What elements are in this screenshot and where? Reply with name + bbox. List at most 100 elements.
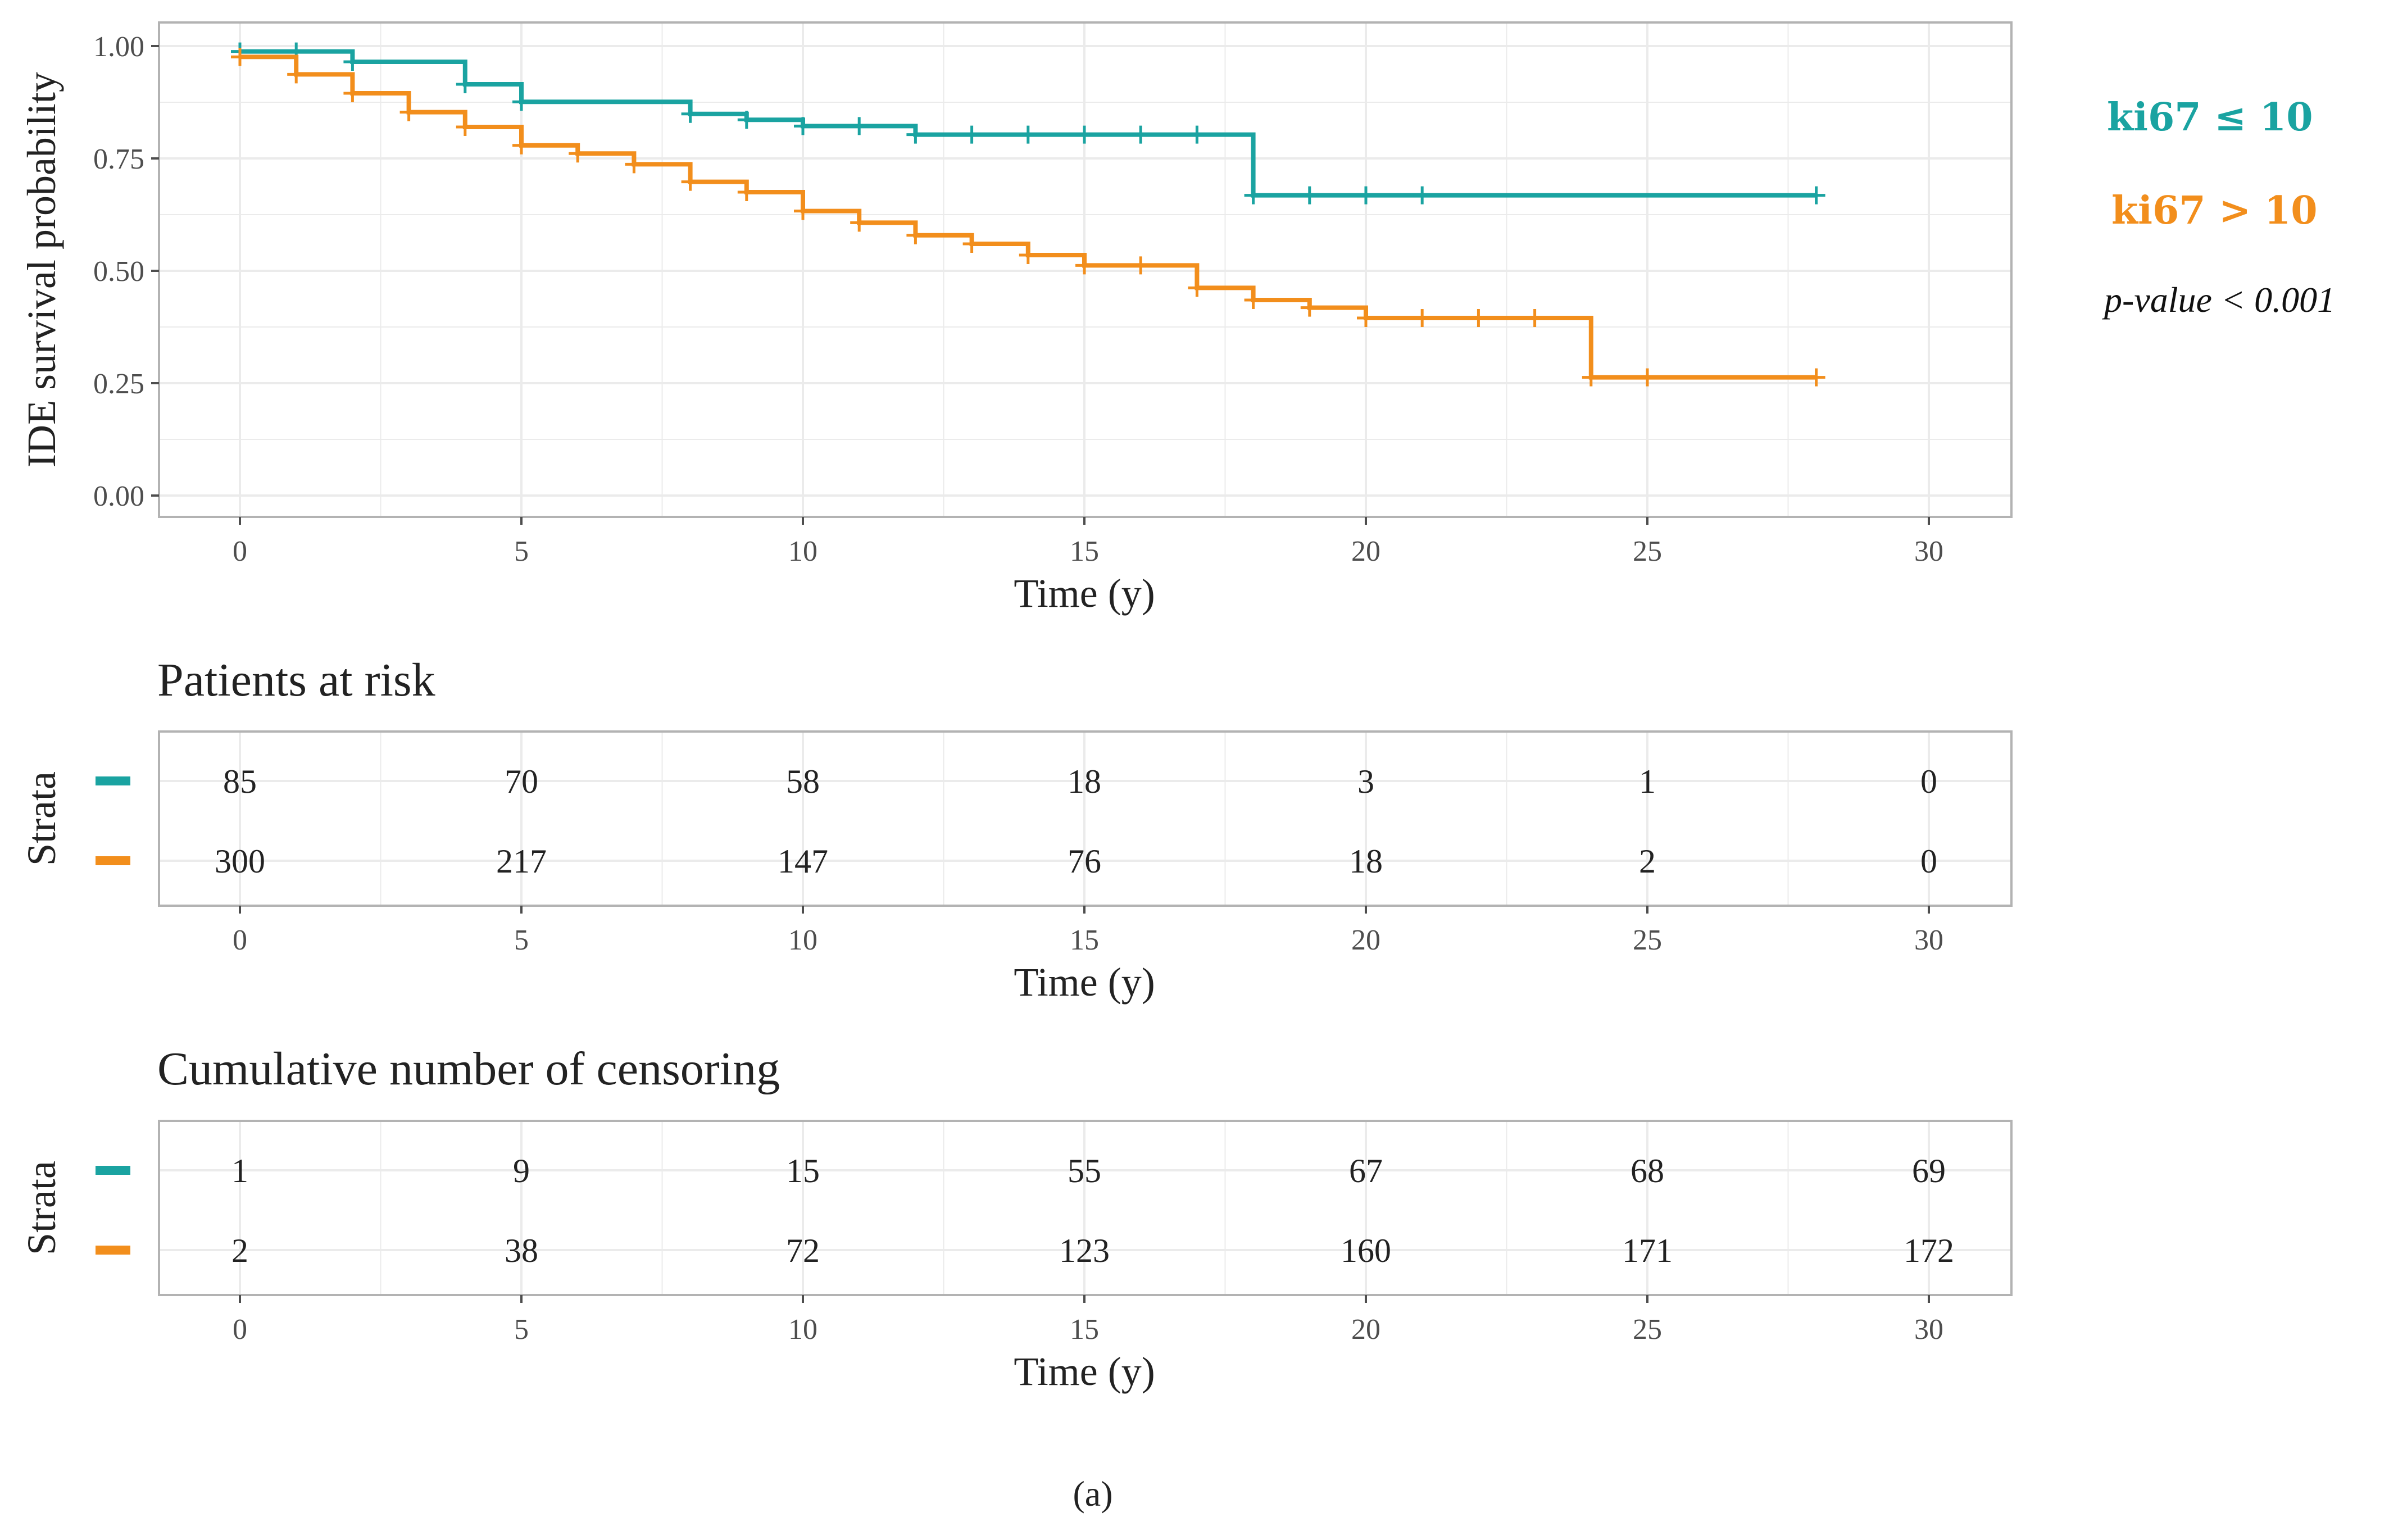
- censor-mark: [343, 53, 362, 71]
- censoring-gridlines: [159, 1121, 2011, 1295]
- cens-x-tick-label: 0: [233, 1314, 247, 1346]
- censor-mark: [456, 75, 474, 93]
- censor-mark: [1807, 186, 1825, 205]
- risk-cell-value: 147: [778, 843, 828, 880]
- censor-mark: [1244, 291, 1262, 309]
- risk-cell-value: 217: [496, 843, 547, 880]
- censor-mark: [287, 65, 306, 84]
- censor-mark: [737, 111, 756, 129]
- risk-cell-value: 2: [1639, 843, 1656, 880]
- censor-mark: [1469, 309, 1488, 327]
- patients-at-risk-title: Patients at risk: [157, 654, 435, 706]
- survival-curve-panel: 0.00 0.25 0.50 0.75 1.00 0 5 10 15 20 25 30 Time (…: [19, 21, 2013, 616]
- risk-cell-value: 0: [1920, 763, 1937, 800]
- risk-x-axis-title: Time (y): [1014, 960, 1155, 1005]
- censor-mark: [794, 117, 812, 135]
- risk-x-tick-label: 25: [1633, 924, 1662, 956]
- survival-y-tick-labels: 0.00 0.25 0.50 0.75 1.00: [93, 31, 159, 512]
- cumulative-censoring-panel: Cumulative number of censoring 1 9 15 55 67 6…: [19, 1043, 2013, 1394]
- strata-color-swatch: [96, 1246, 130, 1255]
- cens-x-tick-label: 25: [1633, 1314, 1662, 1346]
- censoring-x-axis-title: Time (y): [1014, 1349, 1155, 1394]
- cens-x-tick-label: 20: [1351, 1314, 1380, 1346]
- risk-gridlines: [159, 732, 2011, 906]
- risk-x-tick-label: 20: [1351, 924, 1380, 956]
- censor-mark: [1019, 246, 1037, 264]
- survival-curves: [231, 42, 1825, 387]
- censor-mark: [681, 105, 700, 123]
- censor-mark: [1075, 256, 1093, 275]
- survival-x-tick-label: 30: [1914, 535, 1943, 567]
- risk-cell-value: 58: [786, 763, 820, 800]
- censoring-table-values: 1 9 15 55 67 68 69 2 38 72 123 160 171 172: [231, 1152, 1954, 1269]
- censor-mark: [737, 183, 756, 201]
- censor-mark: [1132, 256, 1150, 275]
- risk-cell-value: 3: [1357, 763, 1374, 800]
- survival-x-tick-label: 0: [233, 535, 247, 567]
- censoring-x-tick-labels: 0 5 10 15 20 25 30: [233, 1295, 1943, 1346]
- risk-x-tick-label: 5: [514, 924, 529, 956]
- cens-x-tick-label: 15: [1070, 1314, 1099, 1346]
- censor-mark: [343, 84, 362, 102]
- censor-mark: [1807, 368, 1825, 387]
- survival-y-tick-label: 0.75: [93, 143, 144, 175]
- censor-mark: [1075, 125, 1093, 144]
- survival-y-tick-label: 0.50: [93, 256, 144, 288]
- risk-cell-value: 85: [223, 763, 257, 800]
- risk-strata-swatches: [96, 776, 130, 865]
- survival-y-tick-label: 1.00: [93, 31, 144, 63]
- censor-mark: [625, 155, 643, 174]
- risk-cell-value: 70: [505, 763, 538, 800]
- risk-cell-value: 300: [215, 843, 265, 880]
- risk-cell-value: 76: [1068, 843, 1101, 880]
- censoring-y-axis-title: Strata: [19, 1161, 64, 1255]
- censor-mark: [456, 118, 474, 136]
- cens-cell-value: 123: [1059, 1232, 1110, 1269]
- censor-mark: [906, 226, 925, 244]
- risk-x-tick-labels: 0 5 10 15 20 25 30: [233, 906, 1943, 956]
- censor-mark: [1244, 186, 1262, 205]
- censor-mark: [681, 172, 700, 191]
- censor-mark: [231, 48, 249, 66]
- survival-y-axis-title: IDE survival probability: [19, 72, 64, 467]
- survival-y-tick-label: 0.00: [93, 480, 144, 512]
- censor-mark: [1525, 309, 1544, 327]
- cens-cell-value: 69: [1912, 1152, 1946, 1189]
- censor-mark: [399, 103, 418, 121]
- survival-curve-ki67-high: [240, 54, 1816, 380]
- survival-y-tick-label: 0.25: [93, 368, 144, 400]
- censor-mark: [906, 125, 925, 144]
- survival-x-axis-title: Time (y): [1014, 571, 1155, 616]
- cens-cell-value: 171: [1622, 1232, 1673, 1269]
- strata-color-swatch: [96, 856, 130, 865]
- risk-cell-value: 0: [1920, 843, 1937, 880]
- cens-cell-value: 67: [1349, 1152, 1383, 1189]
- risk-x-tick-label: 10: [788, 924, 818, 956]
- censor-mark: [1300, 186, 1319, 205]
- survival-x-tick-label: 15: [1070, 535, 1099, 567]
- censor-mark: [1019, 125, 1037, 144]
- legend-label-ki67-high: ki67 > 10: [2111, 188, 2318, 233]
- cens-cell-value: 160: [1341, 1232, 1391, 1269]
- p-value-annotation: p-value < 0.001: [2102, 280, 2335, 320]
- legend-label-ki67-low: ki67 ≤ 10: [2107, 95, 2313, 140]
- censor-mark: [1188, 125, 1206, 144]
- risk-x-tick-label: 15: [1070, 924, 1099, 956]
- strata-color-swatch: [96, 776, 130, 785]
- cens-cell-value: 9: [513, 1152, 530, 1189]
- censor-mark: [512, 93, 530, 111]
- censor-mark: [1357, 309, 1375, 327]
- risk-table-values: 85 70 58 18 3 1 0 300 217 147 76 18 2 0: [215, 763, 1937, 880]
- censor-mark: [1413, 309, 1432, 327]
- cens-cell-value: 72: [786, 1232, 820, 1269]
- censor-mark: [962, 125, 981, 144]
- censoring-strata-swatches: [96, 1166, 130, 1255]
- survival-x-tick-label: 25: [1633, 535, 1662, 567]
- survival-x-tick-label: 5: [514, 535, 529, 567]
- risk-cell-value: 18: [1349, 843, 1383, 880]
- cens-cell-value: 68: [1631, 1152, 1664, 1189]
- figure-caption: (a): [1073, 1474, 1112, 1514]
- cens-x-tick-label: 5: [514, 1314, 529, 1346]
- censor-mark: [1582, 368, 1600, 387]
